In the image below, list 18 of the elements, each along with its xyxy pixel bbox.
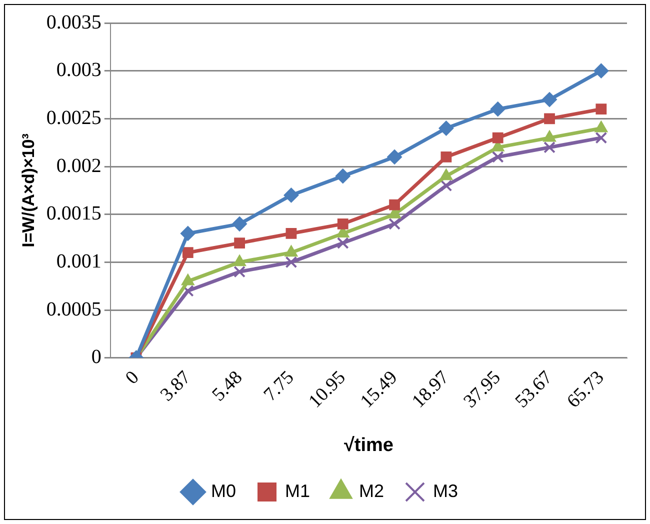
y-tick-label: 0.0015 [46,202,102,225]
y-tick-label: 0.003 [56,59,102,82]
y-axis-title: I=W/(A×d)×10³ [18,133,38,248]
x-tick-label: 5.48 [208,367,247,406]
legend-label: M0 [210,480,236,501]
x-tick-label: 7.75 [260,367,298,406]
x-tick-label: 0 [122,367,144,389]
legend-label: M2 [359,480,384,501]
x-axis-title: √time [344,434,394,456]
y-tick-label: 0.0025 [46,106,102,129]
y-tick-label: 0.0005 [46,298,102,320]
y-tick-label: 0 [91,346,102,368]
x-tick-label: 3.87 [156,367,195,406]
legend-label: M1 [284,480,310,501]
y-tick-label: 0.001 [56,250,102,272]
y-tick-label: 0.0035 [46,11,102,34]
y-tick-label: 0.002 [56,154,102,177]
legend-label: M3 [433,480,458,501]
